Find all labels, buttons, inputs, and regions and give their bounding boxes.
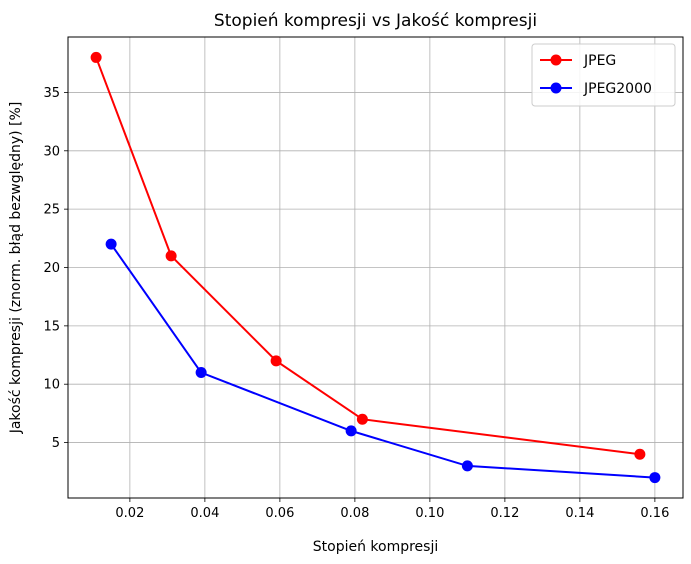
- chart-title: Stopień kompresji vs Jakość kompresji: [214, 11, 537, 31]
- y-tick-label: 35: [43, 86, 60, 101]
- legend-label: JPEG: [583, 53, 616, 69]
- legend-label: JPEG2000: [583, 81, 652, 97]
- data-point: [195, 367, 207, 379]
- data-point: [105, 238, 117, 250]
- x-tick-label: 0.06: [265, 506, 294, 521]
- data-point: [270, 355, 282, 367]
- data-point: [461, 460, 473, 472]
- x-tick-label: 0.16: [640, 506, 669, 521]
- data-point: [165, 250, 177, 262]
- data-point: [649, 472, 661, 484]
- x-tick-label: 0.02: [115, 506, 144, 521]
- data-point: [634, 448, 646, 460]
- y-tick-label: 20: [43, 261, 60, 276]
- data-series: [90, 51, 661, 484]
- legend-marker: [550, 82, 562, 94]
- legend-marker: [550, 54, 562, 66]
- y-tick-label: 30: [43, 144, 60, 159]
- y-axis-label: Jakość kompresji (znorm. błąd bezwględny…: [8, 102, 24, 435]
- x-tick-label: 0.04: [190, 506, 219, 521]
- legend: JPEG JPEG2000: [531, 43, 676, 107]
- data-point: [345, 425, 357, 437]
- y-tick-label: 25: [43, 203, 60, 218]
- y-tick-label: 5: [52, 436, 60, 451]
- y-tick-label: 10: [43, 378, 60, 393]
- x-axis-label: Stopień kompresji: [313, 539, 439, 555]
- axis-ticks: 0.02 0.04 0.06 0.08 0.10 0.12 0.14 0.16 5 10 15 20 2…: [43, 86, 669, 521]
- y-tick-label: 15: [43, 319, 60, 334]
- x-tick-label: 0.12: [490, 506, 519, 521]
- data-point: [356, 413, 368, 425]
- data-point: [90, 51, 102, 63]
- x-tick-label: 0.14: [565, 506, 594, 521]
- x-tick-label: 0.08: [340, 506, 369, 521]
- grid-lines: [68, 37, 683, 498]
- x-tick-label: 0.10: [415, 506, 444, 521]
